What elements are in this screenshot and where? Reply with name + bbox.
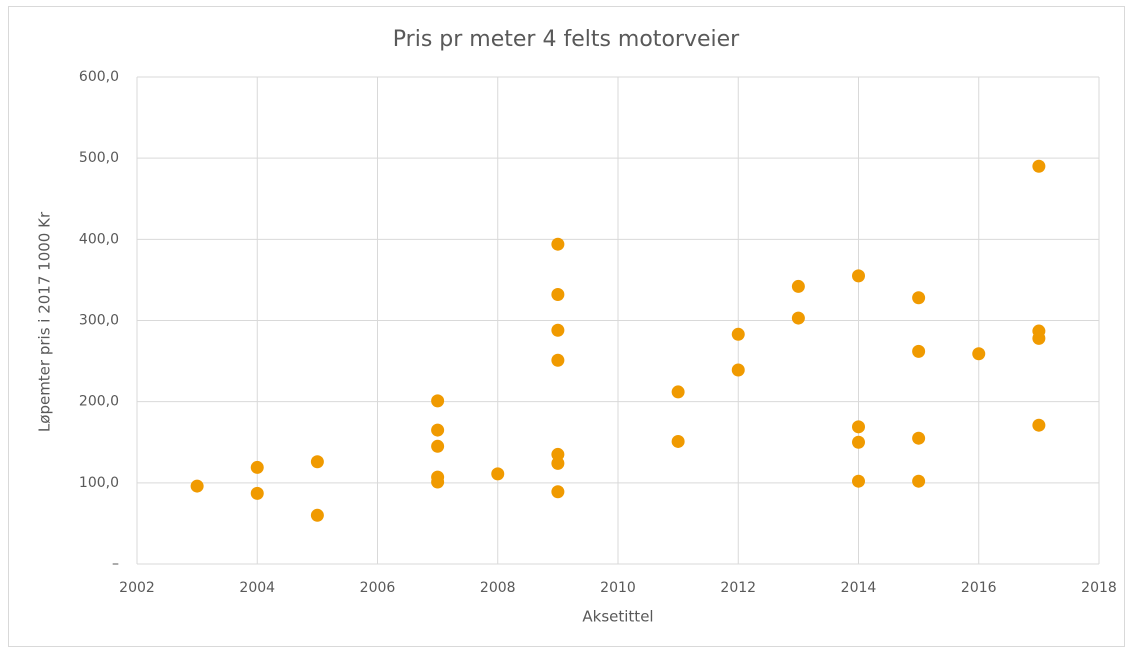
point — [1032, 418, 1046, 432]
point — [972, 347, 986, 361]
point — [551, 288, 565, 302]
y-tick-label: – — [112, 556, 119, 572]
x-tick-label: 2018 — [1081, 580, 1117, 596]
point — [310, 455, 324, 469]
y-axis-title: Løpemter pris i 2017 1000 Kr — [36, 211, 54, 432]
point — [431, 423, 445, 437]
x-tick-label: 2012 — [720, 580, 756, 596]
point — [431, 439, 445, 453]
point — [431, 394, 445, 408]
point — [431, 475, 445, 489]
point — [551, 456, 565, 470]
point — [852, 474, 865, 488]
y-tick-label: 600,0 — [79, 69, 119, 85]
point — [250, 460, 264, 474]
x-axis-title: Aksetittel — [582, 608, 653, 626]
point — [190, 479, 204, 493]
point — [912, 291, 926, 305]
x-tick-label: 2010 — [600, 580, 636, 596]
point — [1032, 159, 1046, 173]
x-tick-label: 2004 — [239, 580, 275, 596]
x-tick-label: 2008 — [480, 580, 516, 596]
y-tick-label: 300,0 — [79, 313, 119, 329]
y-tick-label: 500,0 — [79, 150, 119, 166]
point — [791, 279, 805, 293]
y-tick-label: 200,0 — [79, 394, 119, 410]
point — [551, 323, 565, 337]
point — [671, 385, 685, 399]
point — [852, 435, 865, 449]
point — [912, 344, 926, 358]
point — [491, 467, 505, 481]
point — [852, 269, 865, 283]
point — [671, 434, 685, 448]
point — [310, 508, 324, 522]
x-tick-label: 2016 — [961, 580, 997, 596]
x-tick-label: 2002 — [119, 580, 155, 596]
y-tick-label: 100,0 — [79, 475, 119, 491]
point — [551, 353, 565, 367]
x-tick-label: 2006 — [360, 580, 396, 596]
y-tick-label: 400,0 — [79, 231, 119, 247]
point — [1032, 331, 1046, 345]
point — [791, 311, 805, 325]
point — [551, 485, 565, 499]
point — [250, 486, 264, 500]
chart-border — [8, 6, 1125, 647]
point — [551, 447, 565, 461]
point — [912, 474, 926, 488]
chart-title: Pris pr meter 4 felts motorveier — [393, 27, 740, 52]
point — [731, 363, 745, 377]
point — [731, 327, 745, 341]
point — [551, 237, 565, 251]
point — [852, 420, 865, 434]
point — [912, 431, 926, 445]
x-tick-label: 2014 — [841, 580, 877, 596]
